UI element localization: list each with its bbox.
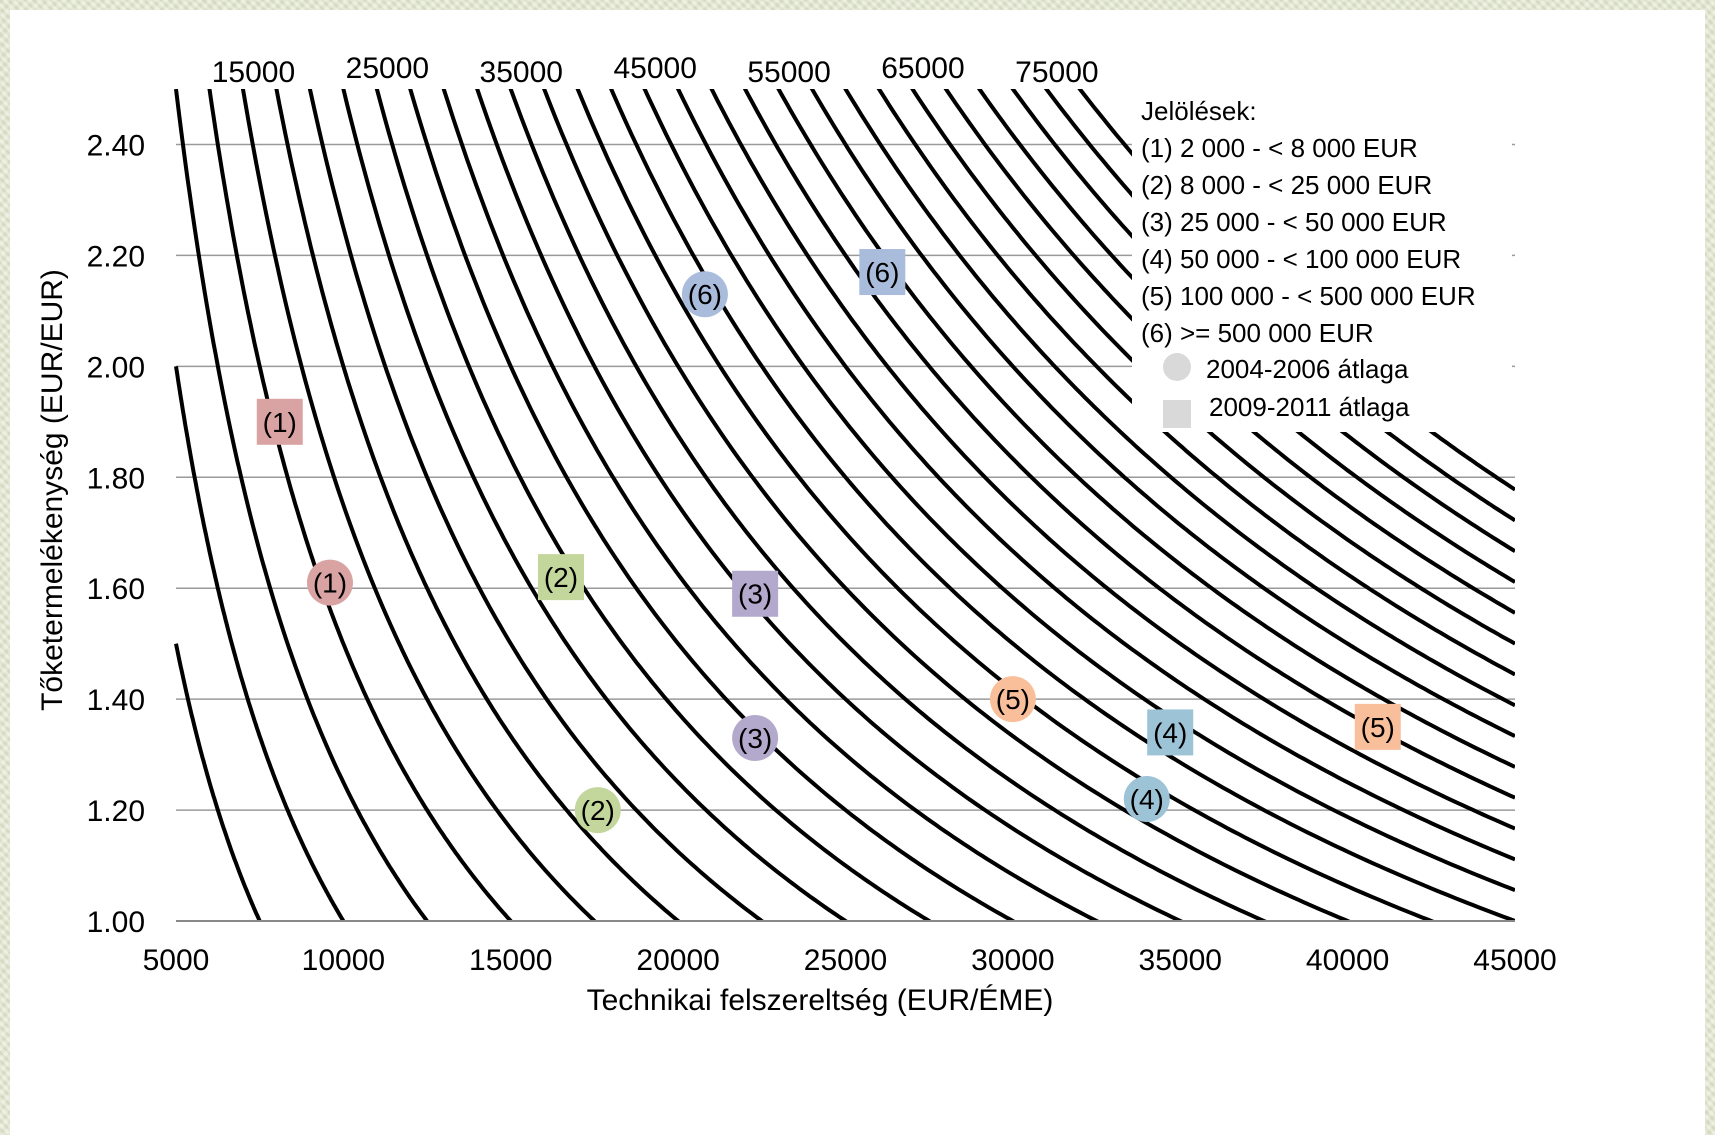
y-tick-label: 1.40 bbox=[87, 684, 145, 717]
point-square bbox=[859, 249, 906, 296]
point-square bbox=[256, 398, 303, 445]
point-label: (3) bbox=[738, 723, 772, 754]
legend-entry-1: (1) 2 000 - < 8 000 EUR bbox=[1141, 133, 1418, 163]
legend: Jelölések: (1) 2 000 - < 8 000 EUR (2) 8… bbox=[1141, 96, 1476, 428]
isoquant-curve bbox=[609, 89, 1515, 921]
isoquant-label: 35000 bbox=[480, 56, 563, 89]
x-tick-label: 15000 bbox=[469, 944, 552, 977]
point-square bbox=[1147, 709, 1194, 756]
isoquant-curve bbox=[174, 89, 430, 921]
point-circle bbox=[574, 787, 621, 834]
y-tick-label: 2.20 bbox=[87, 240, 145, 273]
isoquant-label: 15000 bbox=[212, 56, 295, 89]
isoquant-curve bbox=[408, 89, 1017, 921]
y-tick-label: 1.80 bbox=[87, 462, 145, 495]
point-square bbox=[537, 554, 584, 601]
point-circle bbox=[681, 271, 728, 318]
point-label: (2) bbox=[581, 795, 615, 826]
point-label: (2) bbox=[544, 562, 578, 593]
isoquant-curve bbox=[174, 365, 346, 921]
isoquant-curve bbox=[675, 89, 1515, 862]
point-circle bbox=[306, 559, 353, 606]
y-axis-title: Tőketermelékenység (EUR/EUR) bbox=[36, 269, 69, 711]
isoquant-curves bbox=[174, 89, 1515, 921]
x-tick-label: 10000 bbox=[302, 944, 385, 977]
isoquant-label: 25000 bbox=[346, 52, 429, 85]
legend-entry-6: (6) >= 500 000 EUR bbox=[1141, 318, 1374, 348]
y-tick-label: 1.60 bbox=[87, 573, 145, 606]
legend-title: Jelölések: bbox=[1141, 96, 1257, 126]
point-label: (6) bbox=[688, 279, 722, 310]
point-label: (6) bbox=[865, 257, 899, 288]
point-label: (4) bbox=[1130, 784, 1164, 815]
point-label: (1) bbox=[263, 407, 297, 438]
x-tick-label: 35000 bbox=[1139, 944, 1222, 977]
isoquant-curve bbox=[441, 89, 1101, 921]
point-label: (5) bbox=[1361, 712, 1395, 743]
legend-square-marker bbox=[1163, 400, 1191, 428]
x-tick-label: 20000 bbox=[636, 944, 719, 977]
isoquant-curve bbox=[207, 89, 514, 921]
isoquant-curve bbox=[508, 89, 1269, 921]
isoquant-curve bbox=[374, 89, 934, 921]
chart: 1.00 1.20 1.40 1.60 1.80 2.00 2.20 2.40 5000 100… bbox=[36, 52, 1557, 1017]
isoquant-curve bbox=[341, 89, 850, 921]
point-square bbox=[1354, 703, 1401, 750]
isoquant-label: 45000 bbox=[613, 52, 696, 85]
y-tick-label: 2.00 bbox=[87, 351, 145, 384]
legend-background bbox=[1132, 92, 1512, 432]
data-points: (1) (2) (3) (4) (5) (6) (1) (2) (3) (4) (5) (6) bbox=[256, 249, 1401, 834]
isoquant-curve bbox=[642, 89, 1515, 893]
legend-entry-3: (3) 25 000 - < 50 000 EUR bbox=[1141, 207, 1447, 237]
isoquant-curve bbox=[475, 89, 1185, 921]
x-axis-title: Technikai felszereltség (EUR/ÉME) bbox=[587, 984, 1054, 1017]
point-label: (5) bbox=[996, 684, 1030, 715]
isoquant-curve bbox=[776, 89, 1515, 769]
isoquant-labels: 15000 25000 35000 45000 55000 65000 75000 bbox=[212, 52, 1099, 89]
isoquant-label: 55000 bbox=[747, 56, 830, 89]
x-tick-label: 30000 bbox=[971, 944, 1054, 977]
y-tick-label: 1.20 bbox=[87, 795, 145, 828]
isoquant-curve bbox=[542, 89, 1353, 921]
isoquant-curve bbox=[809, 89, 1515, 738]
legend-circle-marker bbox=[1163, 353, 1191, 381]
isoquant-curve bbox=[240, 89, 598, 921]
x-tick-labels: 5000 10000 15000 20000 25000 30000 35000 40000 4… bbox=[143, 944, 1557, 977]
point-circle bbox=[732, 714, 779, 761]
isoquant-label: 65000 bbox=[881, 52, 964, 85]
x-tick-label: 25000 bbox=[804, 944, 887, 977]
isoquant-curve bbox=[174, 643, 262, 921]
y-tick-label: 2.40 bbox=[87, 129, 145, 162]
x-tick-label: 40000 bbox=[1306, 944, 1389, 977]
point-label: (4) bbox=[1153, 717, 1187, 748]
legend-entry-4: (4) 50 000 - < 100 000 EUR bbox=[1141, 244, 1461, 274]
point-square bbox=[732, 570, 779, 617]
legend-entry-5: (5) 100 000 - < 500 000 EUR bbox=[1141, 281, 1476, 311]
point-circle bbox=[1123, 775, 1170, 822]
x-tick-label: 45000 bbox=[1473, 944, 1556, 977]
isoquant-curve bbox=[274, 89, 682, 921]
isoquant-curve bbox=[843, 89, 1515, 708]
legend-entry-2: (2) 8 000 - < 25 000 EUR bbox=[1141, 170, 1432, 200]
x-tick-label: 5000 bbox=[143, 944, 210, 977]
legend-square-label: 2009-2011 átlaga bbox=[1209, 392, 1410, 422]
point-label: (3) bbox=[738, 579, 772, 610]
y-tick-label: 1.00 bbox=[87, 906, 145, 939]
y-tick-labels: 1.00 1.20 1.40 1.60 1.80 2.00 2.20 2.40 bbox=[87, 129, 145, 939]
point-circle bbox=[989, 676, 1036, 723]
isoquant-curve bbox=[307, 89, 766, 921]
isoquant-label: 75000 bbox=[1015, 56, 1098, 89]
legend-circle-label: 2004-2006 átlaga bbox=[1206, 354, 1409, 384]
chart-frame: 1.00 1.20 1.40 1.60 1.80 2.00 2.20 2.40 5000 100… bbox=[10, 10, 1705, 1135]
point-label: (1) bbox=[313, 568, 347, 599]
isoquant-curve bbox=[709, 89, 1515, 831]
